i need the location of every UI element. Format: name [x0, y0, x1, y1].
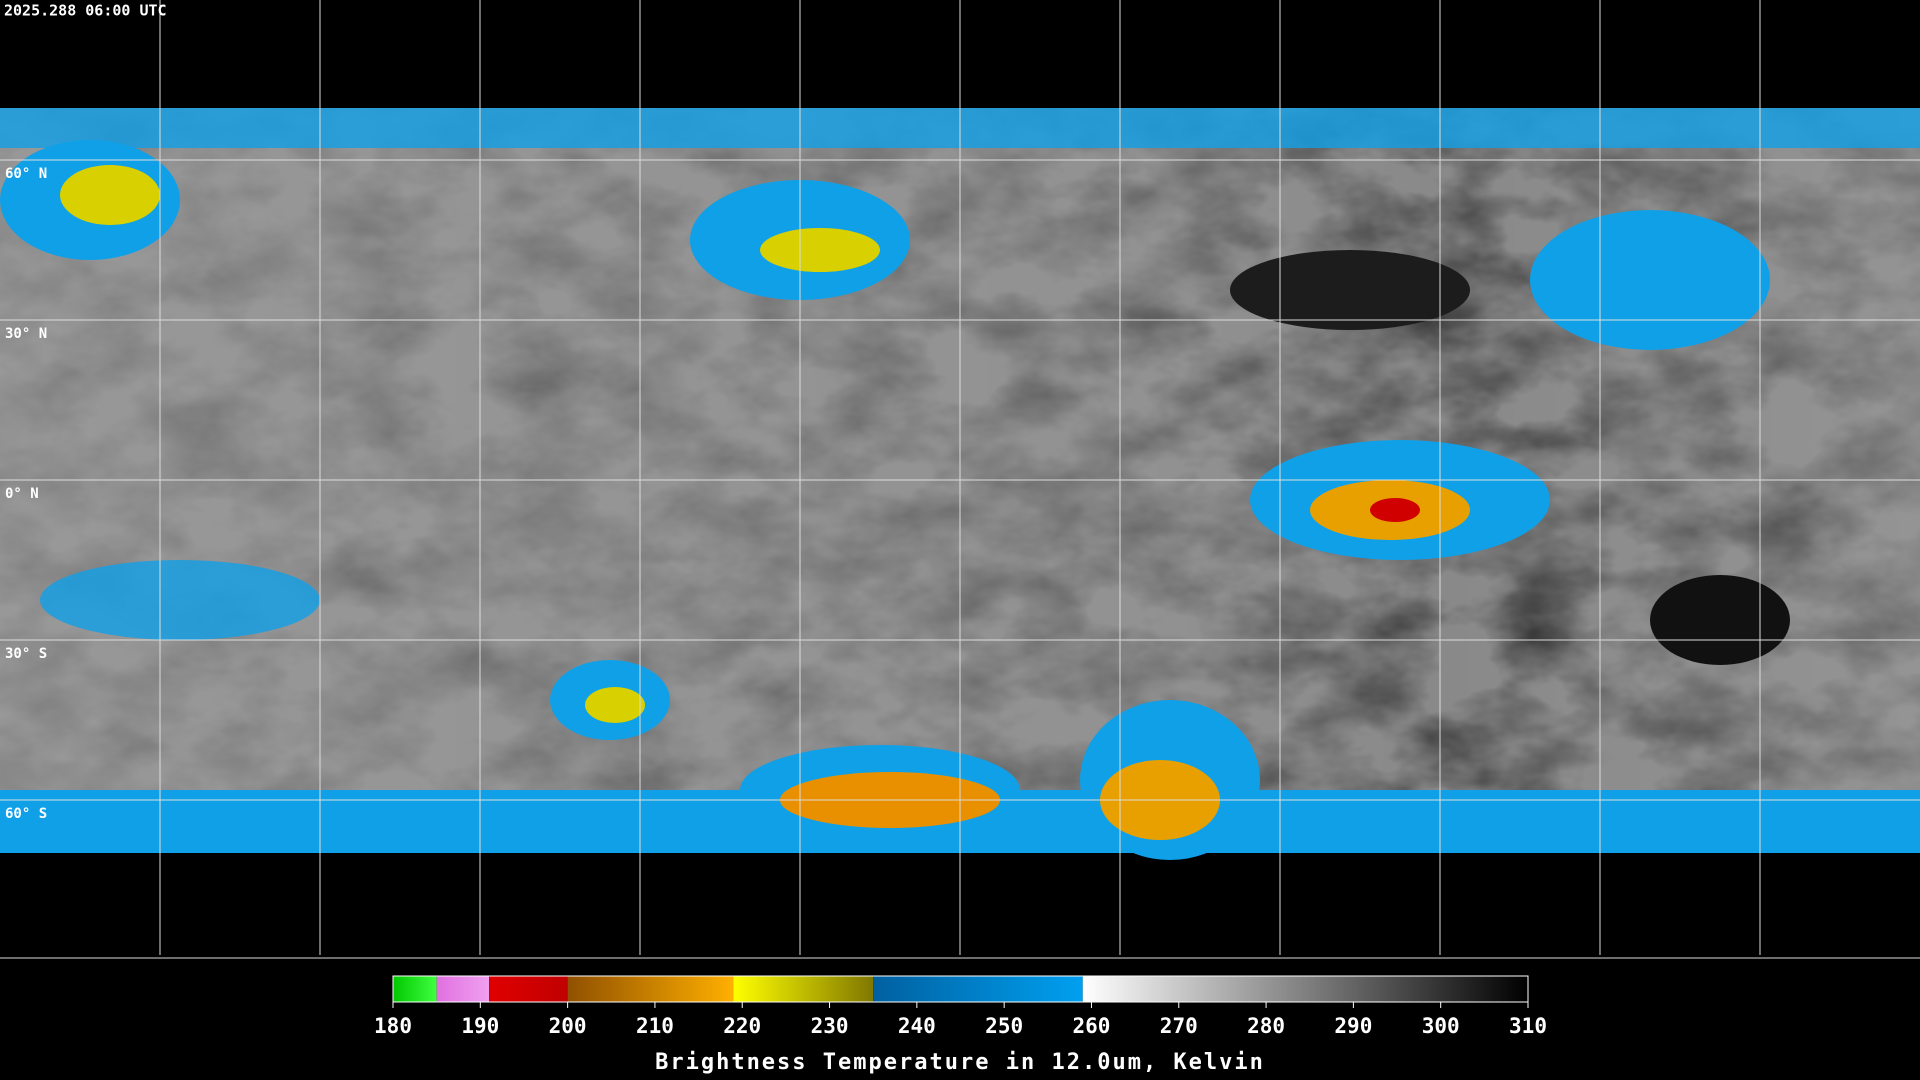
colorbar-tick-label: 270	[1160, 1014, 1198, 1038]
colorbar-tick-label: 250	[985, 1014, 1023, 1038]
colorbar-tick-label: 310	[1509, 1014, 1547, 1038]
colorbar-tick-label: 190	[461, 1014, 499, 1038]
graticule	[0, 0, 1920, 959]
latitude-label: 0° N	[5, 486, 39, 502]
colorbar-segment	[393, 976, 437, 1002]
colorbar-tick-label: 290	[1334, 1014, 1372, 1038]
dry-region	[1230, 250, 1470, 330]
latitude-label: 30° S	[5, 646, 47, 662]
colorbar-frame	[392, 975, 1529, 1003]
colorbar-tick-label: 300	[1422, 1014, 1460, 1038]
colorbar-tick-label: 260	[1072, 1014, 1110, 1038]
colorbar-tick-label: 220	[723, 1014, 761, 1038]
colorbar-tick-label: 230	[811, 1014, 849, 1038]
colorbar-tick-label: 180	[374, 1014, 412, 1038]
colorbar-tick-label: 210	[636, 1014, 674, 1038]
colorbar-segment	[489, 976, 568, 1002]
latitude-labels: 60° N 30° N 0° N 30° S 60° S	[5, 166, 47, 822]
timestamp: 2025.288 06:00 UTC	[4, 2, 167, 20]
colorbar-segment	[436, 976, 490, 1002]
colorbar-segment	[1082, 976, 1528, 1002]
cloud-system	[1530, 210, 1770, 350]
colorbar-segment	[567, 976, 734, 1002]
colorbar: 180 190 200 210 220 230 240 250 260 270 280 290 300 3…	[374, 975, 1547, 1038]
cloud-system	[40, 560, 320, 640]
colorbar-tick-label: 240	[898, 1014, 936, 1038]
colorbar-segment	[733, 976, 874, 1002]
cloud-system	[760, 228, 880, 272]
latitude-label: 30° N	[5, 326, 47, 342]
colorbar-segment	[873, 976, 1083, 1002]
dry-region	[1650, 575, 1790, 665]
latitude-label: 60° N	[5, 166, 47, 182]
cloud-system	[585, 687, 645, 723]
cloud-system	[60, 165, 160, 225]
cloud-system	[1370, 498, 1420, 522]
colorbar-tick-label: 280	[1247, 1014, 1285, 1038]
colorbar-tick-label: 200	[549, 1014, 587, 1038]
latitude-label: 60° S	[5, 806, 47, 822]
colorbar-title: Brightness Temperature in 12.0um, Kelvin	[655, 1050, 1265, 1075]
